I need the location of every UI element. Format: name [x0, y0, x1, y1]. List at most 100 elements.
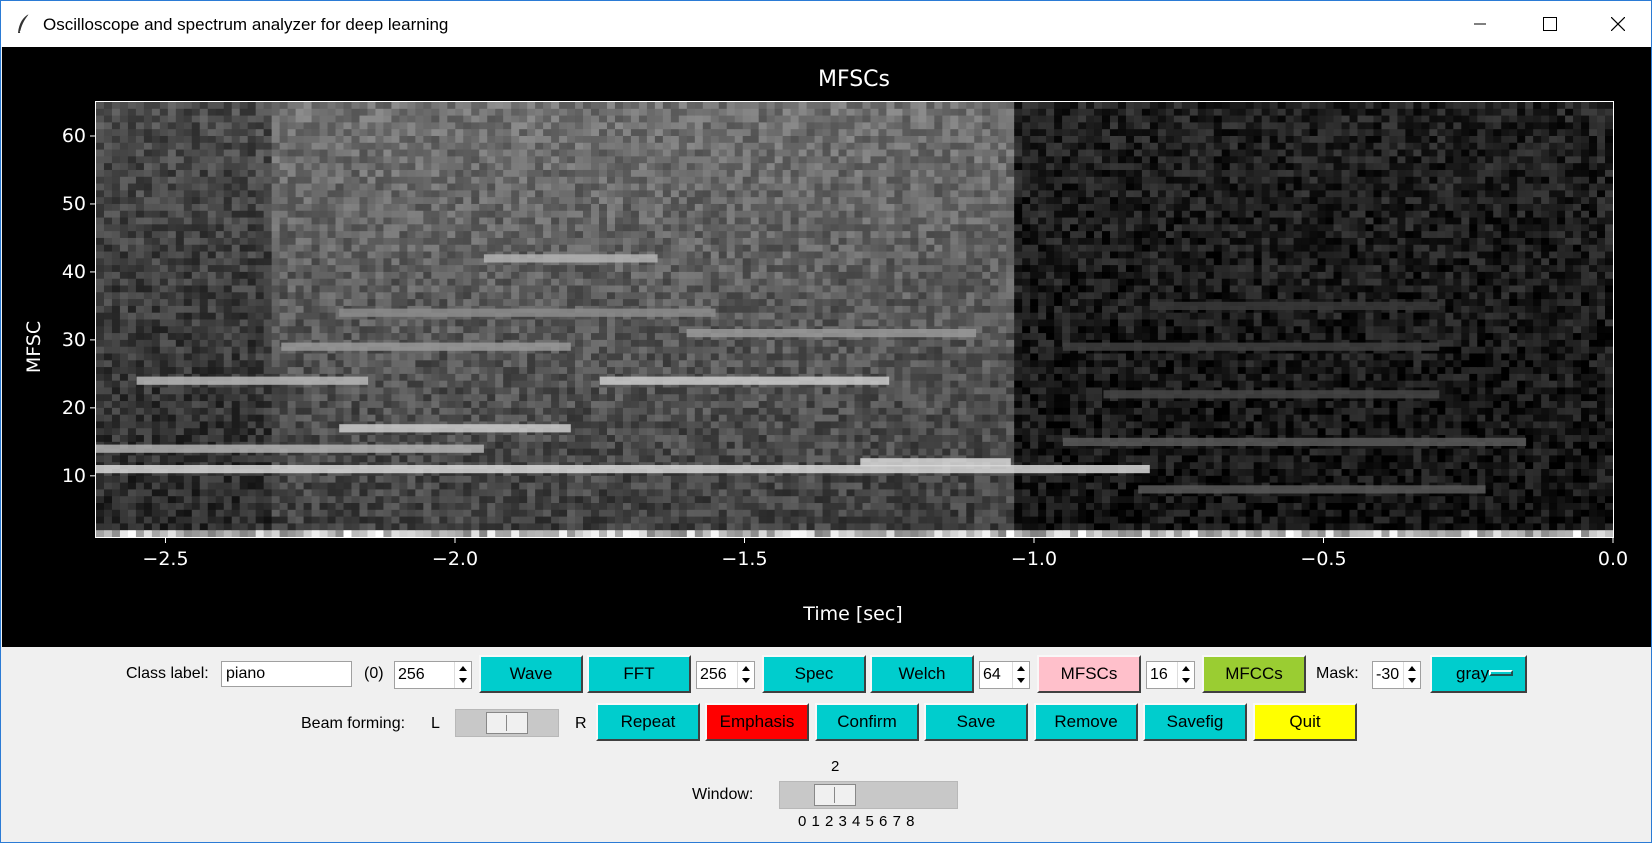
heatmap-cell	[591, 428, 600, 436]
heatmap-cell	[694, 183, 704, 191]
heatmap-cell	[622, 135, 632, 144]
heatmap-cell	[447, 496, 456, 504]
heatmap-cell	[271, 163, 281, 171]
heatmap-cell	[287, 367, 297, 375]
heatmap-cell	[159, 489, 169, 497]
heatmap-cell	[319, 401, 329, 409]
heatmap-cell	[319, 129, 329, 137]
heatmap-cell	[583, 326, 592, 334]
heatmap-cell	[503, 129, 512, 137]
heatmap-cell	[159, 339, 169, 348]
heatmap-cell	[215, 244, 225, 253]
heatmap-cell	[511, 231, 520, 239]
heatmap-cell	[415, 149, 424, 157]
heatmap-cell	[543, 217, 552, 225]
heatmap-cell	[678, 516, 688, 525]
heatmap-cell	[559, 190, 568, 198]
heatmap-cell	[439, 231, 448, 239]
heatmap-cell	[614, 115, 624, 123]
heatmap-cell	[471, 407, 480, 416]
heatmap-cell	[694, 414, 704, 423]
heatmap-cell	[630, 271, 640, 280]
heatmap-cell	[614, 414, 624, 423]
heatmap-cell	[263, 387, 273, 395]
heatmap-cell	[319, 394, 329, 402]
heatmap-cell	[407, 169, 416, 178]
heatmap-cell	[119, 292, 129, 300]
heatmap-cell	[207, 122, 217, 130]
heatmap-cell	[231, 197, 241, 205]
heatmap-cell	[271, 489, 281, 497]
heatmap-cell	[527, 183, 536, 191]
heatmap-cell	[143, 387, 153, 395]
heatmap-cell	[591, 183, 600, 191]
heatmap-cell	[335, 217, 345, 225]
heatmap-cell	[423, 197, 432, 205]
heatmap-cell	[487, 394, 496, 402]
heatmap-cell	[591, 203, 600, 212]
heatmap-cell	[111, 258, 121, 266]
heatmap-cell	[535, 156, 544, 164]
heatmap-cell	[543, 149, 552, 157]
heatmap-cell	[111, 169, 121, 178]
heatmap-cell	[654, 108, 664, 117]
heatmap-cell	[614, 169, 624, 178]
heatmap-cell	[127, 135, 137, 144]
heatmap-cell	[287, 503, 297, 511]
heatmap-cell	[423, 237, 432, 246]
heatmap-cell	[295, 258, 305, 266]
close-button[interactable]	[1583, 1, 1652, 47]
heatmap-cell	[591, 326, 600, 334]
maximize-button[interactable]	[1515, 1, 1585, 47]
heatmap-cell	[343, 271, 353, 280]
heatmap-cell	[471, 387, 480, 395]
heatmap-cell	[183, 210, 193, 219]
heatmap-cell	[343, 292, 353, 300]
heatmap-cell	[271, 129, 281, 137]
heatmap-cell	[638, 401, 648, 409]
heatmap-cell	[343, 183, 353, 191]
heatmap-cell	[96, 169, 105, 178]
heatmap-cell	[447, 142, 456, 151]
heatmap-cell	[383, 210, 393, 219]
heatmap-cell	[335, 149, 345, 157]
heatmap-cell	[327, 394, 337, 402]
heatmap-cell	[311, 428, 321, 436]
heatmap-cell	[375, 190, 385, 198]
heatmap-cell	[455, 115, 464, 123]
heatmap-cell	[319, 421, 329, 429]
heatmap-cell	[654, 333, 664, 341]
heatmap-cell	[415, 135, 424, 144]
heatmap-cell	[463, 237, 472, 246]
heatmap-cell	[231, 516, 241, 525]
heatmap-cell	[415, 183, 424, 191]
heatmap-cell	[654, 428, 664, 436]
heatmap-cell	[575, 265, 584, 273]
heatmap-cell	[431, 102, 440, 110]
heatmap-cell	[167, 312, 177, 321]
heatmap-cell	[383, 122, 393, 130]
heatmap-cell	[335, 530, 345, 538]
heatmap-cell	[710, 149, 720, 157]
heatmap-cell	[606, 353, 616, 361]
heatmap-cell	[575, 516, 584, 525]
heatmap-cell	[279, 387, 289, 395]
heatmap-cell	[423, 156, 432, 164]
heatmap-cell	[662, 455, 672, 463]
heatmap-cell	[567, 190, 576, 198]
heatmap-cell	[135, 183, 145, 191]
heatmap-cell	[103, 516, 113, 525]
heatmap-cell	[702, 448, 712, 457]
heatmap-cell	[343, 435, 353, 443]
heatmap-cell	[670, 271, 680, 280]
heatmap-cell	[127, 108, 137, 117]
heatmap-cell	[127, 380, 137, 389]
heatmap-cell	[159, 312, 169, 321]
heatmap-cell	[694, 516, 704, 525]
heatmap-cell	[103, 414, 113, 423]
heatmap-cell	[375, 482, 385, 491]
heatmap-cell	[335, 489, 345, 497]
heatmap-cell	[622, 108, 632, 117]
minimize-button[interactable]	[1445, 1, 1515, 47]
heatmap-cell	[622, 271, 632, 280]
